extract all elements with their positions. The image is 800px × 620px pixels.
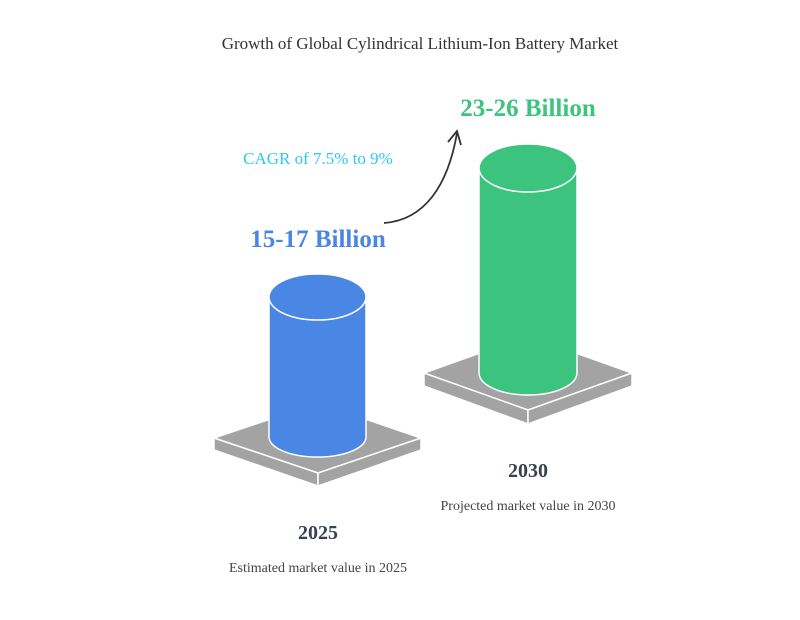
value-2030: 23-26 Billion: [460, 95, 596, 122]
cagr-label: CAGR of 7.5% to 9%: [243, 149, 393, 168]
description-2025: Estimated market value in 2025: [228, 561, 408, 576]
chart-title: Growth of Global Cylindrical Lithium-Ion…: [221, 34, 619, 53]
cylinder-2030: [478, 143, 578, 396]
value-2025: 15-17 Billion: [250, 226, 386, 253]
growth-arrow-icon: [383, 129, 462, 224]
cylinder-2025: [268, 273, 367, 458]
year-2030: 2030: [508, 460, 548, 482]
year-2025: 2025: [298, 522, 338, 544]
description-2030: Projected market value in 2030: [440, 499, 616, 514]
